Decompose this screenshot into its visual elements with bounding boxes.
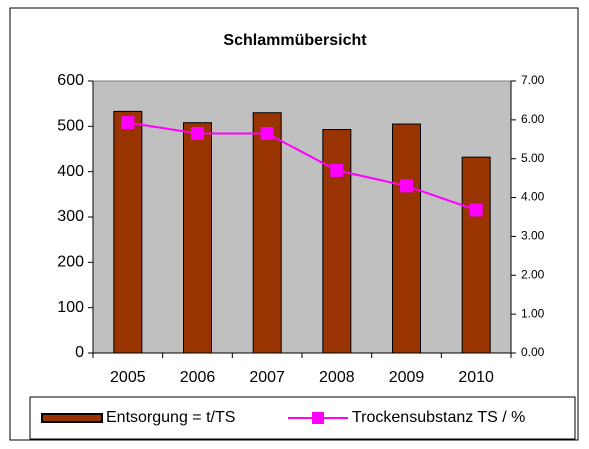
bar (252, 112, 282, 354)
marker (191, 126, 204, 140)
legend-label: Trockensubstanz TS / % (352, 409, 525, 426)
y-tick-label: 600 (57, 72, 84, 89)
y-tick-label: 400 (57, 163, 84, 180)
y-tick-label: 200 (57, 254, 84, 271)
legend-marker (312, 412, 324, 424)
x-tick-label: 2009 (389, 369, 425, 386)
legend-label: Entsorgung = t/TS (106, 409, 235, 426)
y-tick-label: 0 (75, 344, 84, 361)
y2-tick-label: 0.00 (521, 345, 545, 359)
x-tick-label: 2005 (110, 369, 146, 386)
y-tick-label: 300 (57, 208, 84, 225)
marker (121, 116, 135, 130)
bar (322, 129, 352, 354)
bar (461, 156, 491, 354)
line (127, 121, 477, 211)
y2-tick-label: 1.00 (521, 306, 545, 320)
chart-title: Schlammübersicht (223, 32, 367, 49)
bar (392, 123, 421, 354)
y-tick-label: 100 (57, 299, 84, 316)
y2-tick-label: 3.00 (521, 229, 545, 243)
marker (260, 126, 274, 140)
bar (183, 122, 212, 354)
y-tick-label: 500 (57, 118, 84, 135)
x-tick-label: 2008 (319, 369, 355, 386)
y2-tick-label: 7.00 (521, 73, 545, 87)
x-tick-label: 2010 (458, 369, 494, 386)
y2-tick-label: 6.00 (521, 112, 545, 126)
legend-box (29, 396, 576, 440)
y2-tick-label: 5.00 (521, 151, 545, 165)
legend-swatch (41, 413, 103, 423)
marker (469, 203, 483, 217)
y2-tick-label: 2.00 (521, 267, 545, 281)
marker (400, 179, 413, 193)
y2-tick-label: 4.00 (521, 190, 545, 204)
bar (113, 110, 143, 354)
plot-area (92, 80, 512, 354)
marker (330, 163, 344, 177)
x-tick-label: 2006 (180, 369, 216, 386)
x-tick-label: 2007 (249, 369, 285, 386)
